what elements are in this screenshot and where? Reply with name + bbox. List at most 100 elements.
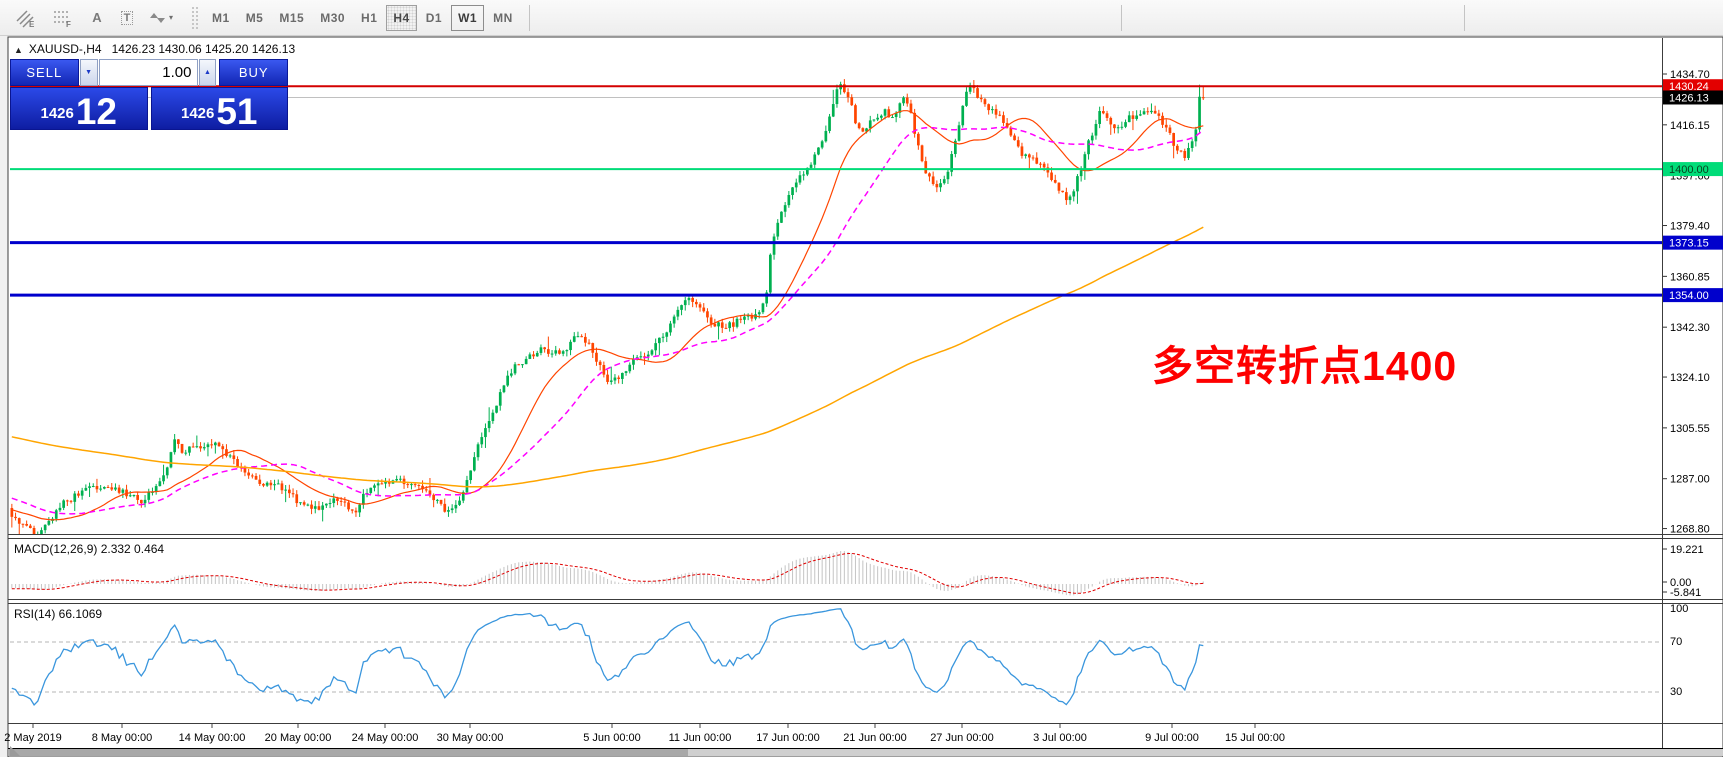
svg-text:11 Jun 00:00: 11 Jun 00:00 [669, 732, 732, 744]
arrow-objects-icon[interactable]: ▾ [143, 5, 180, 31]
horizontal-level-lines[interactable]: 1430.24 1400.00 1373.15 1354.00 1426.13 [10, 79, 1723, 303]
ask-price-main: 1426 [180, 105, 215, 122]
toolbar-separator [1464, 5, 1465, 31]
price-level-badge: 1354.00 [1663, 288, 1723, 303]
time-axis[interactable]: 2 May 2019 8 May 00:00 14 May 00:00 20 May … [4, 724, 1285, 744]
down-arrow-icon: ▼ [85, 69, 93, 76]
timeframe-button-M15[interactable]: M15 [279, 10, 305, 25]
up-arrow-icon: ▲ [203, 69, 211, 76]
fibonacci-icon[interactable]: F [45, 5, 81, 31]
panel-dividers[interactable] [8, 534, 1723, 749]
svg-text:2 May 2019: 2 May 2019 [4, 732, 61, 744]
timeframe-button-MN[interactable]: MN [493, 10, 513, 25]
ask-price-box[interactable]: 1426 51 [150, 87, 288, 132]
toolbar: E F A T ▾ M1 M5 M15 M30 H1 H4 D1 W1 MN [0, 0, 1723, 36]
dropdown-caret-icon[interactable]: ▾ [169, 13, 174, 22]
text-label-icon[interactable]: T [113, 5, 141, 31]
price-level-badge: 1373.15 [1663, 235, 1723, 250]
svg-text:1416.15: 1416.15 [1670, 120, 1710, 132]
toolbar-separator [1121, 5, 1122, 31]
chart-text-annotation[interactable]: 多空转折点1400 [1152, 343, 1458, 389]
svg-text:1373.15: 1373.15 [1669, 238, 1709, 250]
resize-grip-icon [10, 746, 20, 756]
rsi-indicator-label: RSI(14) 66.1069 [14, 607, 103, 621]
price-level-badge: 1426.13 [1663, 90, 1723, 105]
svg-text:5 Jun 00:00: 5 Jun 00:00 [583, 732, 641, 744]
svg-text:21 Jun 00:00: 21 Jun 00:00 [843, 732, 907, 744]
svg-text:1268.80: 1268.80 [1670, 524, 1710, 536]
svg-text:0.00: 0.00 [1670, 577, 1691, 589]
volume-input[interactable] [98, 59, 198, 86]
toolbar-separator [528, 4, 530, 31]
scrollbar-thumb[interactable] [8, 749, 688, 756]
svg-text:27 Jun 00:00: 27 Jun 00:00 [930, 732, 994, 744]
timeframe-button-M5[interactable]: M5 [245, 10, 264, 25]
svg-text:70: 70 [1670, 636, 1682, 648]
svg-text:1360.85: 1360.85 [1670, 271, 1710, 283]
macd-panel[interactable] [11, 551, 1204, 596]
letter-a-icon: A [92, 10, 102, 25]
svg-text:19.221: 19.221 [1670, 544, 1704, 556]
timeframe-button-H4[interactable]: H4 [386, 4, 417, 31]
ma-mid-line [11, 126, 1204, 515]
bid-price-box[interactable]: 1426 12 [10, 87, 148, 130]
boxed-t-icon: T [120, 10, 134, 25]
one-click-trading-panel: SELL ▼ ▲ BUY 1426 12 1426 51 [10, 59, 288, 130]
buy-button[interactable]: BUY [219, 59, 288, 86]
trade-prices-row: 1426 12 1426 51 [10, 87, 288, 130]
candlestick-series[interactable] [10, 79, 1205, 548]
svg-text:8 May 00:00: 8 May 00:00 [92, 732, 153, 744]
timeframe-button-M30[interactable]: M30 [320, 10, 346, 25]
volume-decrease-button[interactable]: ▼ [79, 59, 98, 86]
svg-text:15 Jul 00:00: 15 Jul 00:00 [1225, 732, 1285, 744]
svg-text:-5.841: -5.841 [1670, 587, 1701, 599]
timeframe-button-H1[interactable]: H1 [361, 10, 378, 25]
svg-text:30: 30 [1670, 686, 1682, 698]
horizontal-scrollbar[interactable] [8, 746, 1723, 756]
moving-average-lines [11, 110, 1204, 521]
price-level-badge: 1400.00 [1663, 162, 1723, 177]
svg-text:E: E [29, 20, 35, 28]
rsi-line [11, 608, 1204, 706]
arrows-icon [150, 12, 165, 23]
svg-text:1379.40: 1379.40 [1670, 221, 1710, 233]
svg-text:1434.70: 1434.70 [1670, 69, 1710, 81]
chart-ohlc-values: 1426.23 1430.06 1425.20 1426.13 [111, 42, 296, 56]
chart-window [7, 36, 1723, 757]
bid-price-main: 1426 [40, 105, 74, 122]
price-level-badge: 1430.24 [1663, 79, 1723, 94]
svg-text:1354.00: 1354.00 [1669, 290, 1709, 302]
svg-text:F: F [66, 20, 71, 28]
svg-text:1400.00: 1400.00 [1669, 164, 1709, 176]
svg-text:1426.13: 1426.13 [1669, 92, 1709, 104]
rsi-panel[interactable] [10, 608, 1662, 706]
timeframe-button-D1[interactable]: D1 [425, 10, 443, 25]
svg-text:1342.30: 1342.30 [1670, 322, 1710, 334]
dotted-lines-icon: F [54, 10, 71, 28]
toolbar-drag-handle[interactable] [191, 5, 199, 30]
svg-text:24 May 00:00: 24 May 00:00 [352, 732, 419, 744]
price-axis[interactable]: 1434.701416.151397.601379.401360.851342.… [1662, 69, 1710, 536]
svg-text:1305.55: 1305.55 [1670, 423, 1710, 435]
svg-text:3 Jul 00:00: 3 Jul 00:00 [1033, 732, 1087, 744]
svg-text:100: 100 [1670, 603, 1688, 615]
collapse-trade-panel-icon[interactable]: ▲ [14, 45, 23, 55]
equidistant-channel-icon[interactable]: E [7, 5, 43, 31]
timeframe-button-W1[interactable]: W1 [451, 4, 485, 31]
svg-text:30 May 00:00: 30 May 00:00 [437, 732, 504, 744]
text-icon[interactable]: A [83, 5, 111, 31]
volume-increase-button[interactable]: ▲ [198, 59, 217, 86]
ask-price-pips: 51 [216, 90, 258, 132]
chart-title-bar: ▲ XAUUSD-,H4 1426.23 1430.06 1425.20 1426.… [14, 42, 295, 56]
trade-controls-row: SELL ▼ ▲ BUY [10, 59, 288, 86]
svg-text:20 May 00:00: 20 May 00:00 [265, 732, 332, 744]
hatch-lines-icon: E [16, 9, 35, 28]
sell-button[interactable]: SELL [10, 59, 79, 86]
timeframe-button-M1[interactable]: M1 [212, 10, 230, 25]
chart-symbol-label: XAUUSD-,H4 [28, 42, 102, 56]
timeframe-group: M1 M5 M15 M30 H1 H4 D1 W1 MN [204, 4, 521, 31]
svg-text:14 May 00:00: 14 May 00:00 [179, 732, 246, 744]
macd-indicator-label: MACD(12,26,9) 2.332 0.464 [14, 542, 165, 556]
